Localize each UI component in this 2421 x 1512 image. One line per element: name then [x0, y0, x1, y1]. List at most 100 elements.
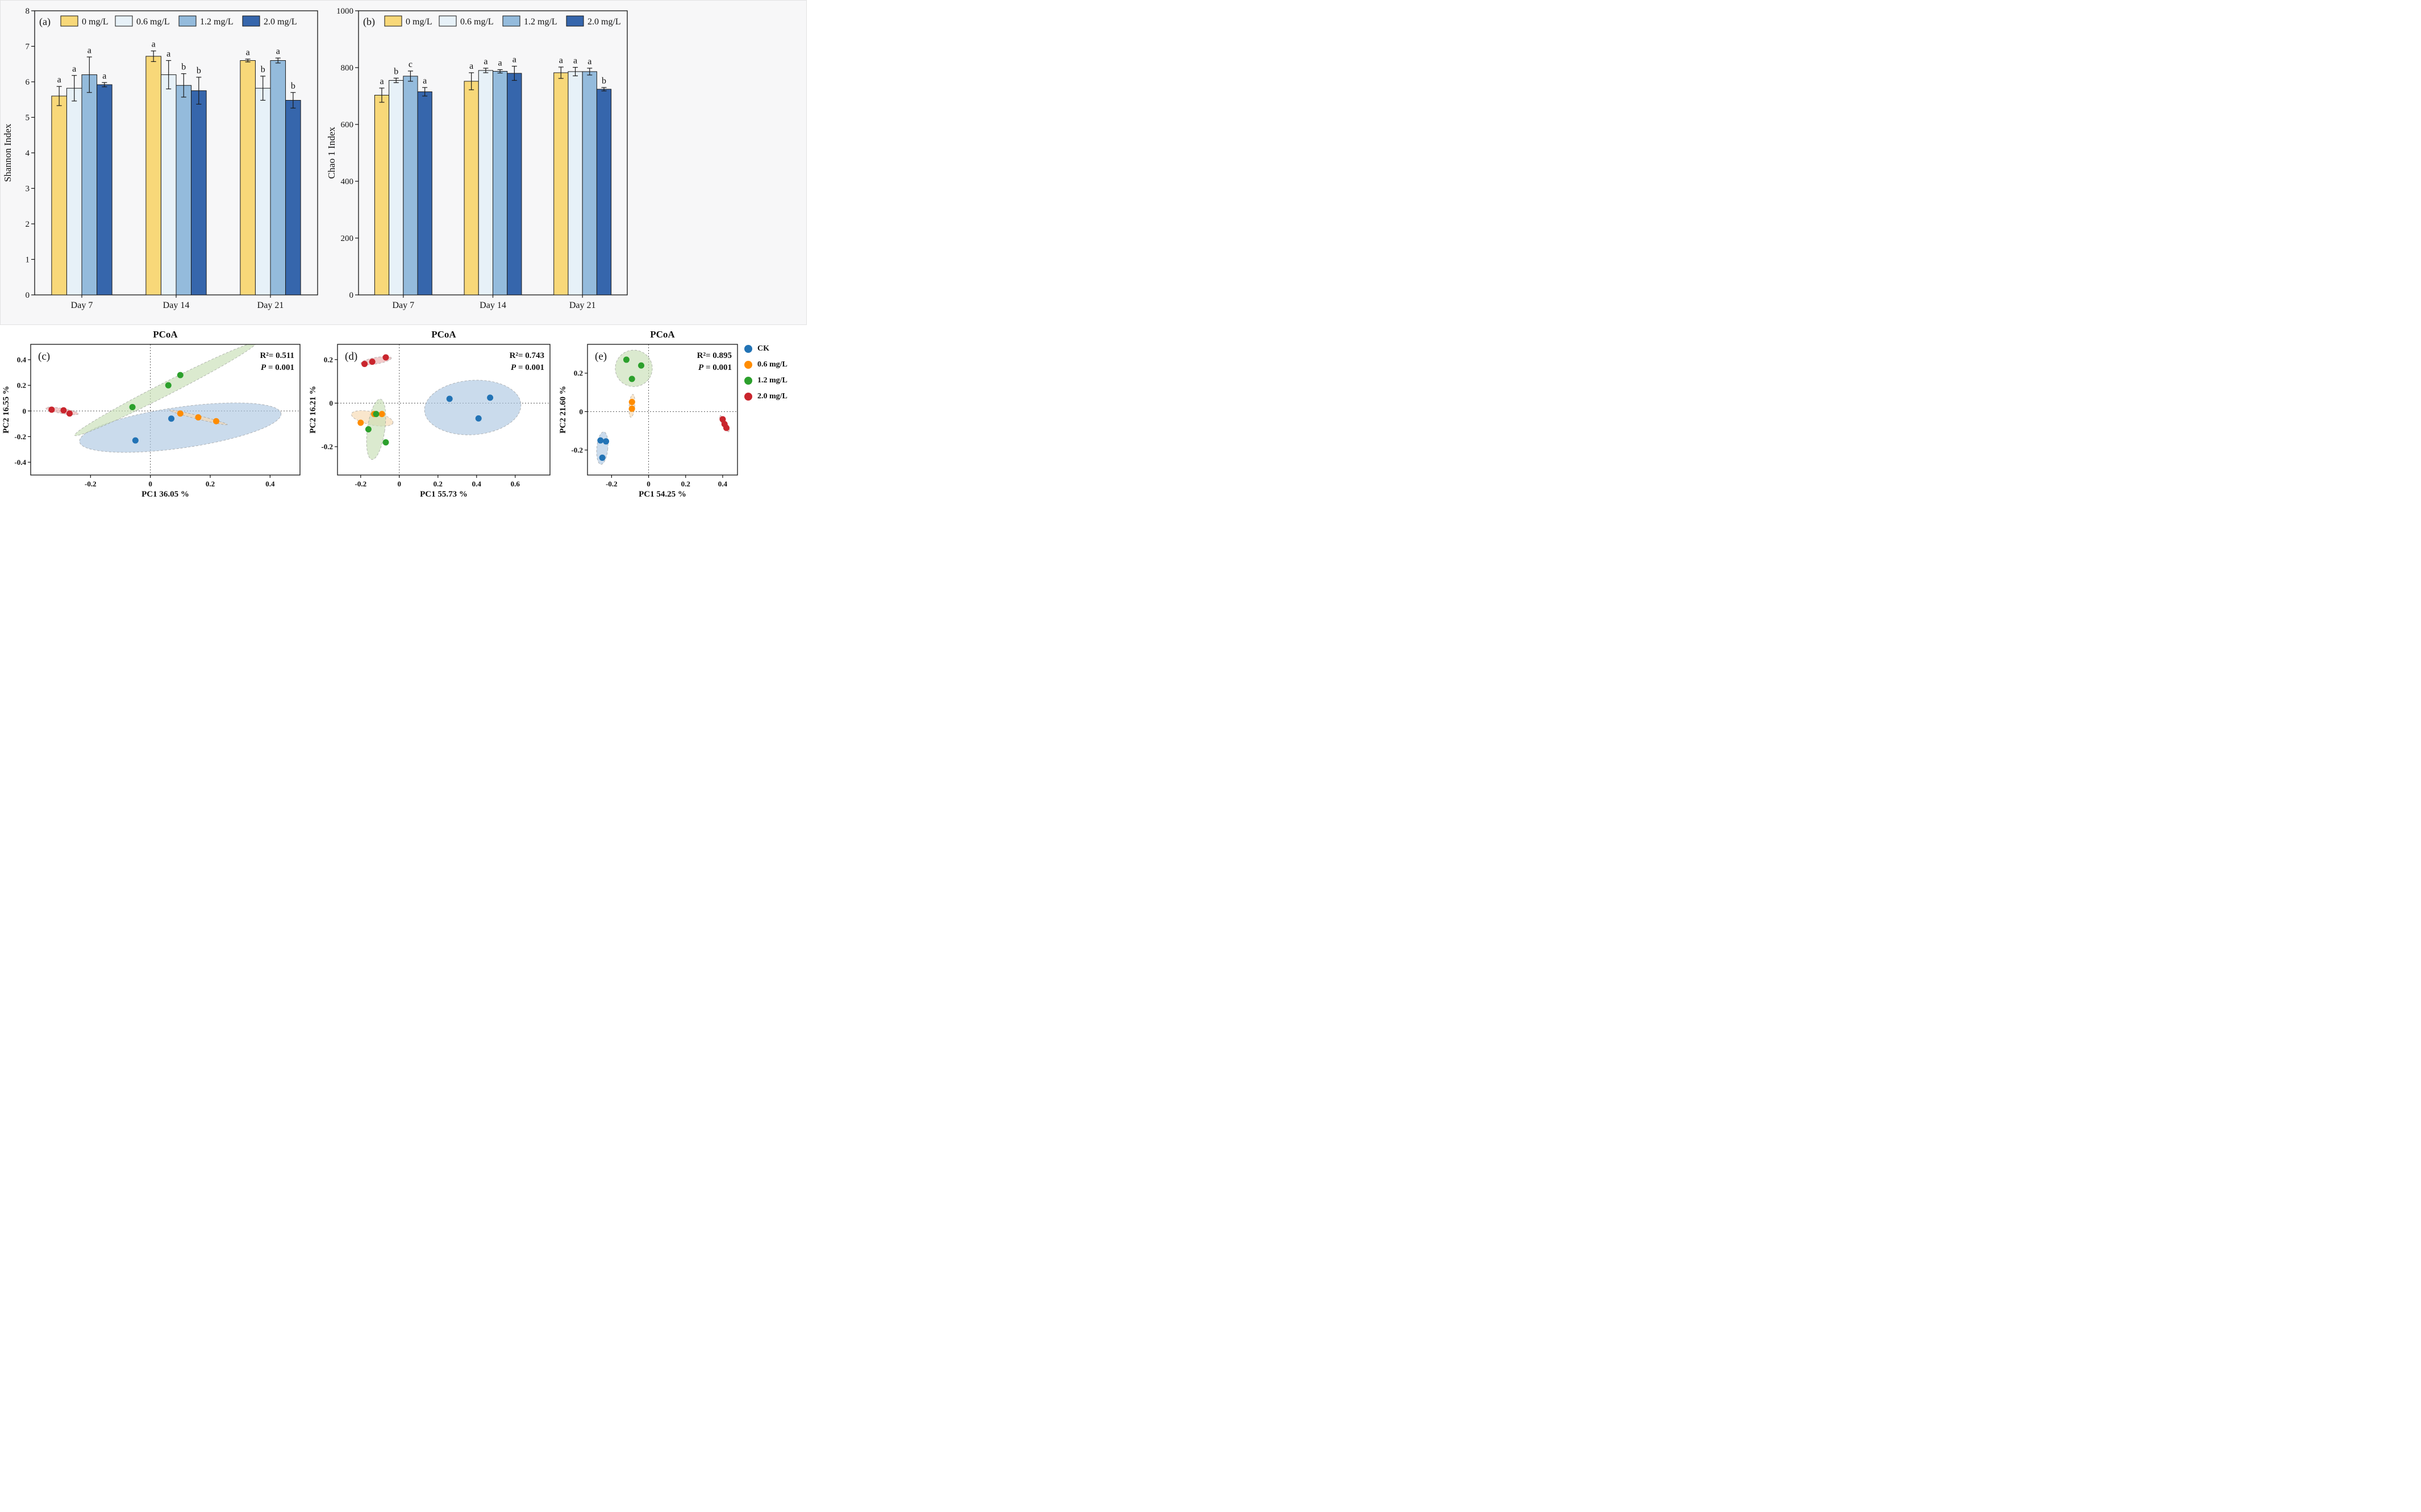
bar — [389, 80, 404, 295]
bar — [403, 76, 418, 295]
r-squared-annotation: R²= 0.511 — [260, 351, 294, 360]
bar-legend-swatch — [115, 15, 133, 27]
y-tick-label: -0.2 — [571, 446, 583, 455]
x-tick-label: 0.4 — [718, 480, 728, 488]
y-tick-label: -0.4 — [14, 458, 26, 466]
data-point — [723, 424, 730, 431]
legend-dot-icon — [744, 345, 752, 353]
x-tick-label: 0.4 — [472, 480, 482, 488]
y-tick-label: 0 — [580, 407, 584, 416]
y-tick-label: 0 — [349, 291, 354, 300]
x-tick-label: 0 — [398, 480, 402, 488]
data-point — [719, 416, 726, 423]
p-value-annotation: P = 0.001 — [698, 363, 732, 372]
plot-frame — [337, 344, 551, 476]
chao1-index-bar-chart: 0 200 400 600 800 1000 Chao 1 Index Day 7 Day 14… — [326, 7, 628, 310]
confidence-ellipse — [79, 402, 282, 453]
x-tick-label: -0.2 — [606, 480, 618, 488]
significance-letter: b — [197, 66, 201, 76]
legend-item: 0.6 mg/L — [744, 360, 806, 369]
bar — [176, 85, 192, 295]
plot-title: PCoA — [431, 329, 456, 340]
significance-letter: a — [423, 76, 427, 86]
data-point — [48, 406, 55, 413]
y-tick-label: 0.4 — [17, 356, 27, 364]
data-point — [623, 356, 630, 363]
significance-letter: c — [409, 60, 412, 69]
data-point — [599, 455, 606, 461]
data-point — [382, 354, 389, 361]
panel-label: (a) — [39, 16, 51, 28]
plot-area — [337, 344, 550, 475]
p-value-annotation: P = 0.001 — [511, 363, 544, 372]
bar-legend-swatch — [242, 15, 260, 27]
data-point — [213, 418, 220, 424]
y-tick-label: -0.2 — [14, 432, 26, 441]
bar-legend-label: 0.6 mg/L — [460, 17, 494, 27]
data-point — [365, 426, 372, 432]
legend-dot-icon — [744, 393, 752, 401]
data-point — [597, 437, 604, 444]
plot-title: PCoA — [650, 329, 675, 340]
bar — [417, 91, 432, 295]
bar — [51, 95, 67, 295]
y-axis-label: Shannon Index — [2, 123, 13, 182]
bar — [66, 88, 82, 295]
significance-letter: a — [587, 57, 591, 66]
data-point — [475, 415, 482, 422]
significance-letter: b — [394, 67, 398, 77]
alpha-diversity-section: 0 1 2 3 4 5 6 7 8 Shannon Index Day 7 Day 14 Day 21 a… — [0, 0, 807, 325]
confidence-ellipse — [74, 344, 257, 436]
bar-legend-label: 0.6 mg/L — [136, 17, 170, 27]
bar — [582, 71, 597, 295]
bar-legend-swatch — [384, 15, 402, 27]
legend-label: 2.0 mg/L — [757, 392, 787, 401]
x-axis-label: PC1 55.73 % — [420, 490, 468, 499]
panel-label: (e) — [595, 351, 607, 363]
data-point — [361, 361, 368, 367]
x-tick-label: 0.2 — [206, 480, 215, 488]
legend-label: 0.6 mg/L — [757, 360, 787, 369]
significance-letter: a — [469, 61, 473, 71]
bar-legend-swatch — [502, 15, 520, 27]
bar-legend-label: 0 mg/L — [406, 17, 432, 27]
legend-item: CK — [744, 344, 806, 353]
y-tick-label: 1 — [26, 256, 30, 265]
r-squared-annotation: R²= 0.895 — [697, 351, 732, 360]
data-point — [638, 362, 645, 369]
bar — [191, 90, 207, 295]
x-tick-label: 0.2 — [434, 480, 443, 488]
pcoa-plot-c: PCoA -0.2 0 0.2 0.4 -0.4 -0.2 0 0.2 0.4 PC1 36.05 … — [2, 329, 301, 499]
bar-legend-swatch — [439, 15, 457, 27]
y-tick-label: 1000 — [336, 7, 353, 16]
legend-dot-icon — [744, 377, 752, 385]
bar — [97, 84, 112, 295]
plot-area — [31, 344, 300, 475]
significance-letter: b — [602, 76, 606, 86]
significance-letter: a — [559, 56, 563, 65]
data-point — [382, 439, 389, 445]
data-point — [129, 403, 136, 410]
significance-letter: a — [276, 47, 280, 56]
y-tick-label: -0.2 — [321, 443, 333, 451]
significance-letter: a — [573, 56, 577, 66]
plot-area — [587, 344, 737, 475]
x-tick-label: 0.6 — [511, 480, 520, 488]
data-point — [168, 415, 175, 422]
data-point — [60, 407, 67, 414]
pcoa-plot-d: PCoA -0.2 0 0.2 0.4 0.6 -0.2 0 0.2 PC1 55.73 % PC2… — [309, 329, 551, 499]
data-point — [446, 395, 453, 402]
x-tick-label: 0 — [647, 480, 651, 488]
data-point — [373, 411, 380, 418]
data-point — [378, 411, 385, 418]
significance-letter: a — [380, 77, 384, 86]
y-axis-label: PC2 16.55 % — [2, 386, 11, 434]
plot-frame — [587, 344, 738, 476]
significance-letter: a — [512, 55, 516, 65]
y-tick-label: 8 — [26, 7, 30, 16]
significance-letter: a — [166, 49, 170, 59]
bar-legend-label: 1.2 mg/L — [524, 17, 557, 27]
bar-legend-label: 2.0 mg/L — [264, 17, 297, 27]
y-tick-label: 3 — [26, 185, 30, 194]
bar-legend-swatch — [60, 15, 78, 27]
